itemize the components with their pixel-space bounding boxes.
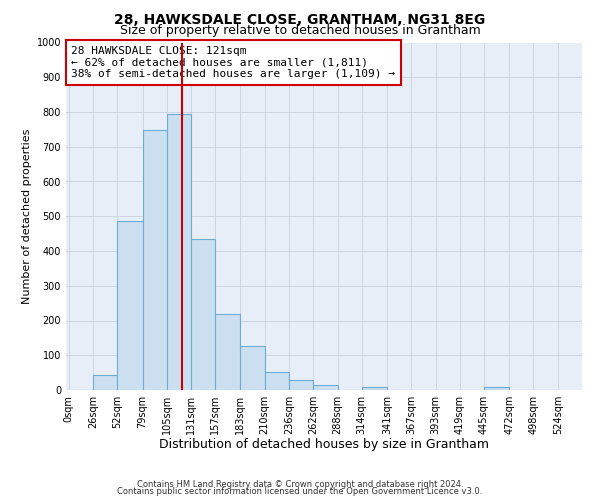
Text: 28 HAWKSDALE CLOSE: 121sqm
← 62% of detached houses are smaller (1,811)
38% of s: 28 HAWKSDALE CLOSE: 121sqm ← 62% of deta… bbox=[71, 46, 395, 79]
Y-axis label: Number of detached properties: Number of detached properties bbox=[22, 128, 32, 304]
Bar bbox=[362, 386, 387, 390]
Bar bbox=[265, 372, 289, 390]
Bar bbox=[191, 239, 215, 390]
Text: Size of property relative to detached houses in Grantham: Size of property relative to detached ho… bbox=[119, 24, 481, 37]
Bar bbox=[93, 376, 118, 390]
Bar bbox=[484, 387, 509, 390]
Bar bbox=[167, 114, 191, 390]
Text: 28, HAWKSDALE CLOSE, GRANTHAM, NG31 8EG: 28, HAWKSDALE CLOSE, GRANTHAM, NG31 8EG bbox=[115, 12, 485, 26]
Bar bbox=[239, 346, 265, 390]
Bar bbox=[289, 380, 313, 390]
Text: Contains HM Land Registry data © Crown copyright and database right 2024.: Contains HM Land Registry data © Crown c… bbox=[137, 480, 463, 489]
Bar bbox=[143, 130, 167, 390]
Text: Contains public sector information licensed under the Open Government Licence v3: Contains public sector information licen… bbox=[118, 487, 482, 496]
Bar bbox=[215, 314, 239, 390]
Bar bbox=[118, 222, 143, 390]
Bar bbox=[313, 385, 338, 390]
X-axis label: Distribution of detached houses by size in Grantham: Distribution of detached houses by size … bbox=[159, 438, 489, 452]
